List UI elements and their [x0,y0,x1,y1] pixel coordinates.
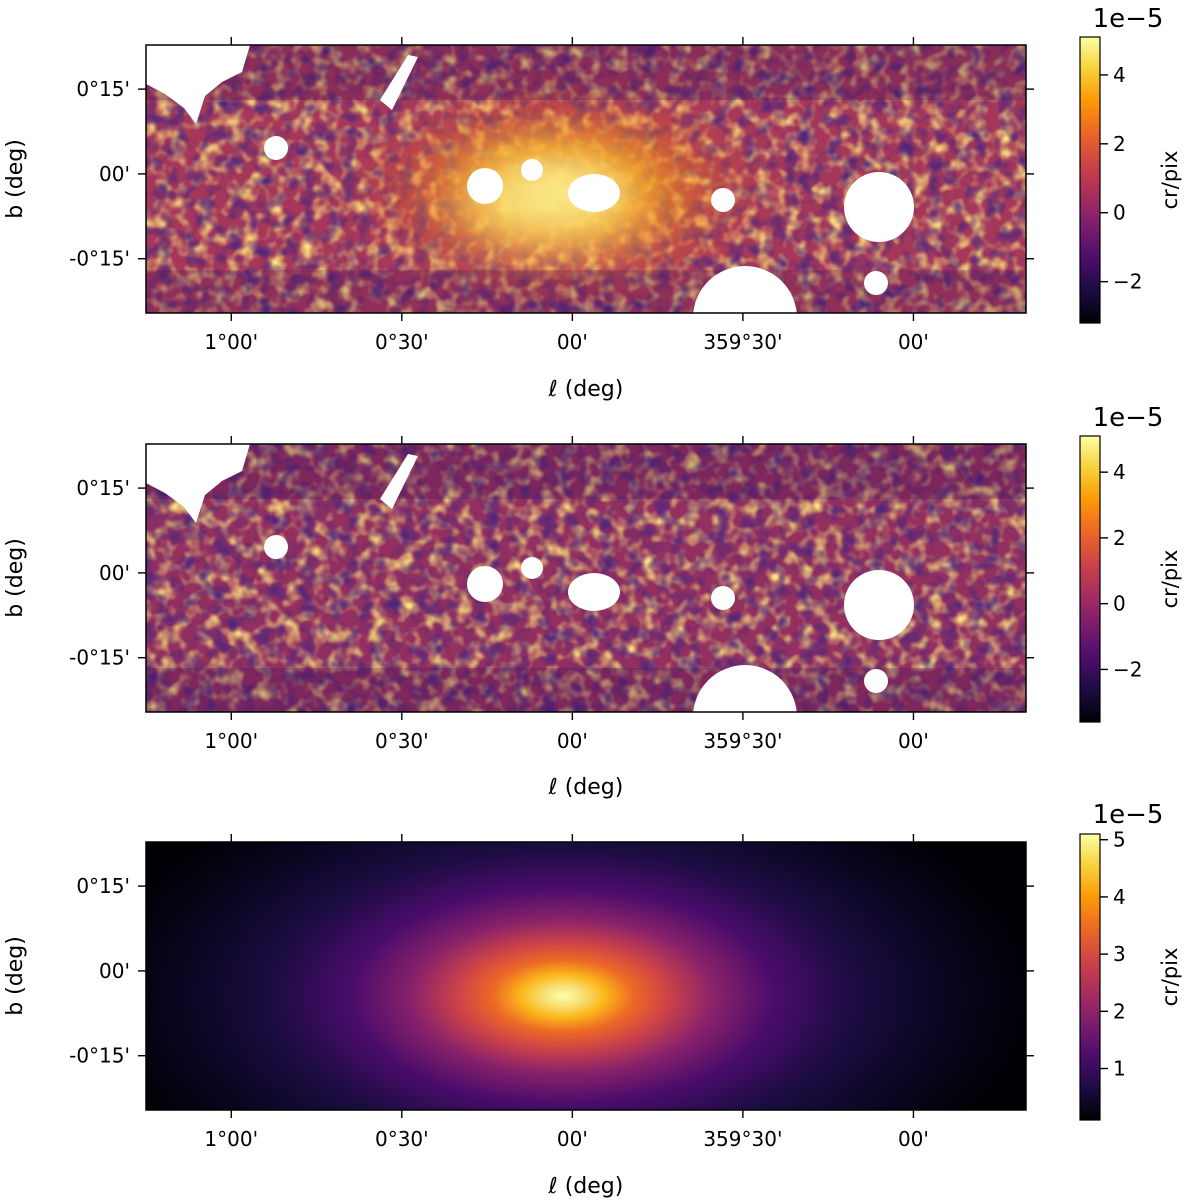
colorbar [1079,36,1101,324]
y-tick-label: 0°15' [76,77,130,101]
y-ticks: 0°15' 00' -0°15' [69,874,1034,1068]
x-ticks: 1°00' 0°30' 00' 359°30' 00' [204,37,929,354]
colorbar [1079,833,1101,1121]
masked-source [864,669,888,693]
x-tick-label: 00' [898,729,929,753]
colorbar-tick-label: −2 [1113,657,1142,681]
heatmap-observed [146,45,1026,313]
x-tick-label: 00' [557,330,588,354]
colorbar-tick-label: 3 [1113,942,1126,966]
colorbar-label: cr/pix [1158,151,1182,210]
colorbar-offset-text: 1e−5 [1093,403,1164,433]
panel-model: 1°00' 0°30' 00' 359°30' 00' 0°15' 00' -0°15' ℓ… [3,800,1182,1199]
panel-observed: 1°00' 0°30' 00' 359°30' 00' 0°15' 00' -0°15' ℓ… [3,4,1182,402]
mask-region [146,444,250,523]
colorbar-tick-label: 2 [1113,999,1126,1023]
masked-source [467,168,503,204]
masked-source [711,188,735,212]
x-axis-label: ℓ (deg) [548,775,624,800]
y-ticks: 0°15' 00' -0°15' [69,476,1034,670]
model-emission [146,842,1026,1110]
mask-region [380,55,418,110]
x-tick-label: 00' [557,1127,588,1151]
y-ticks: 0°15' 00' -0°15' [69,77,1034,271]
x-tick-label: 1°00' [204,729,258,753]
heatmap-model [146,842,1026,1110]
colorbar-tick-label: −2 [1113,270,1142,294]
x-tick-label: 0°30' [375,1127,429,1151]
masked-source [521,159,543,181]
colorbar-tick-label: 4 [1113,460,1126,484]
x-tick-label: 00' [898,330,929,354]
masked-source [693,266,797,313]
colorbar-offset-text: 1e−5 [1093,4,1164,34]
x-tick-label: 00' [898,1127,929,1151]
plot-frame [145,443,1027,713]
y-tick-label: -0°15' [69,1044,130,1068]
x-tick-label: 00' [557,729,588,753]
x-tick-label: 1°00' [204,330,258,354]
masked-source [711,586,735,610]
colorbar-tick-label: 2 [1113,526,1126,550]
colorbar-tick-label: 4 [1113,885,1126,909]
x-axis-label: ℓ (deg) [548,377,624,402]
colorbar-tick-label: 0 [1113,201,1126,225]
x-ticks: 1°00' 0°30' 00' 359°30' 00' [204,436,929,753]
heatmap-residual [146,444,1026,712]
y-tick-label: 00' [99,162,130,186]
colorbar-ticks: −2 0 2 4 [1100,63,1142,294]
colorbar-tick-label: 4 [1113,63,1126,87]
masked-source [844,172,914,242]
x-tick-label: 359°30' [703,330,782,354]
colorbar-ticks: −2 0 2 4 [1100,460,1142,681]
plot-frame [145,44,1027,314]
masked-source [568,174,620,212]
colorbar-tick-label: 1 [1113,1057,1126,1081]
x-tick-label: 0°30' [375,729,429,753]
masked-source [521,557,543,579]
x-ticks: 1°00' 0°30' 00' 359°30' 00' [204,834,929,1151]
x-axis-label: ℓ (deg) [548,1174,624,1199]
masked-source [844,570,914,640]
y-axis-label: b (deg) [3,139,28,219]
masked-source [568,573,620,611]
y-tick-label: 00' [99,959,130,983]
x-tick-label: 359°30' [703,729,782,753]
colorbar-tick-label: 2 [1113,132,1126,156]
colorbar-label: cr/pix [1158,550,1182,609]
colorbar [1079,435,1101,723]
panel-residual: 1°00' 0°30' 00' 359°30' 00' 0°15' 00' -0°15' ℓ… [3,403,1182,800]
colorbar-offset-text: 1e−5 [1093,800,1164,830]
mask-region [146,45,250,124]
mask-region [380,454,418,509]
masked-source [264,136,288,160]
masked-source [864,271,888,295]
y-tick-label: -0°15' [69,646,130,670]
colorbar-tick-label: 0 [1113,592,1126,616]
colorbar-tick-label: 5 [1113,828,1126,852]
masked-source [264,535,288,559]
masked-source [467,566,503,602]
x-tick-label: 0°30' [375,330,429,354]
y-axis-label: b (deg) [3,538,28,618]
y-tick-label: 0°15' [76,476,130,500]
y-tick-label: 0°15' [76,874,130,898]
colorbar-ticks: 1 2 3 4 5 [1100,828,1126,1081]
y-axis-label: b (deg) [3,936,28,1016]
y-tick-label: -0°15' [69,247,130,271]
masked-source [693,665,797,712]
plot-frame [145,841,1027,1111]
y-tick-label: 00' [99,561,130,585]
x-tick-label: 359°30' [703,1127,782,1151]
x-tick-label: 1°00' [204,1127,258,1151]
colorbar-label: cr/pix [1158,948,1182,1007]
